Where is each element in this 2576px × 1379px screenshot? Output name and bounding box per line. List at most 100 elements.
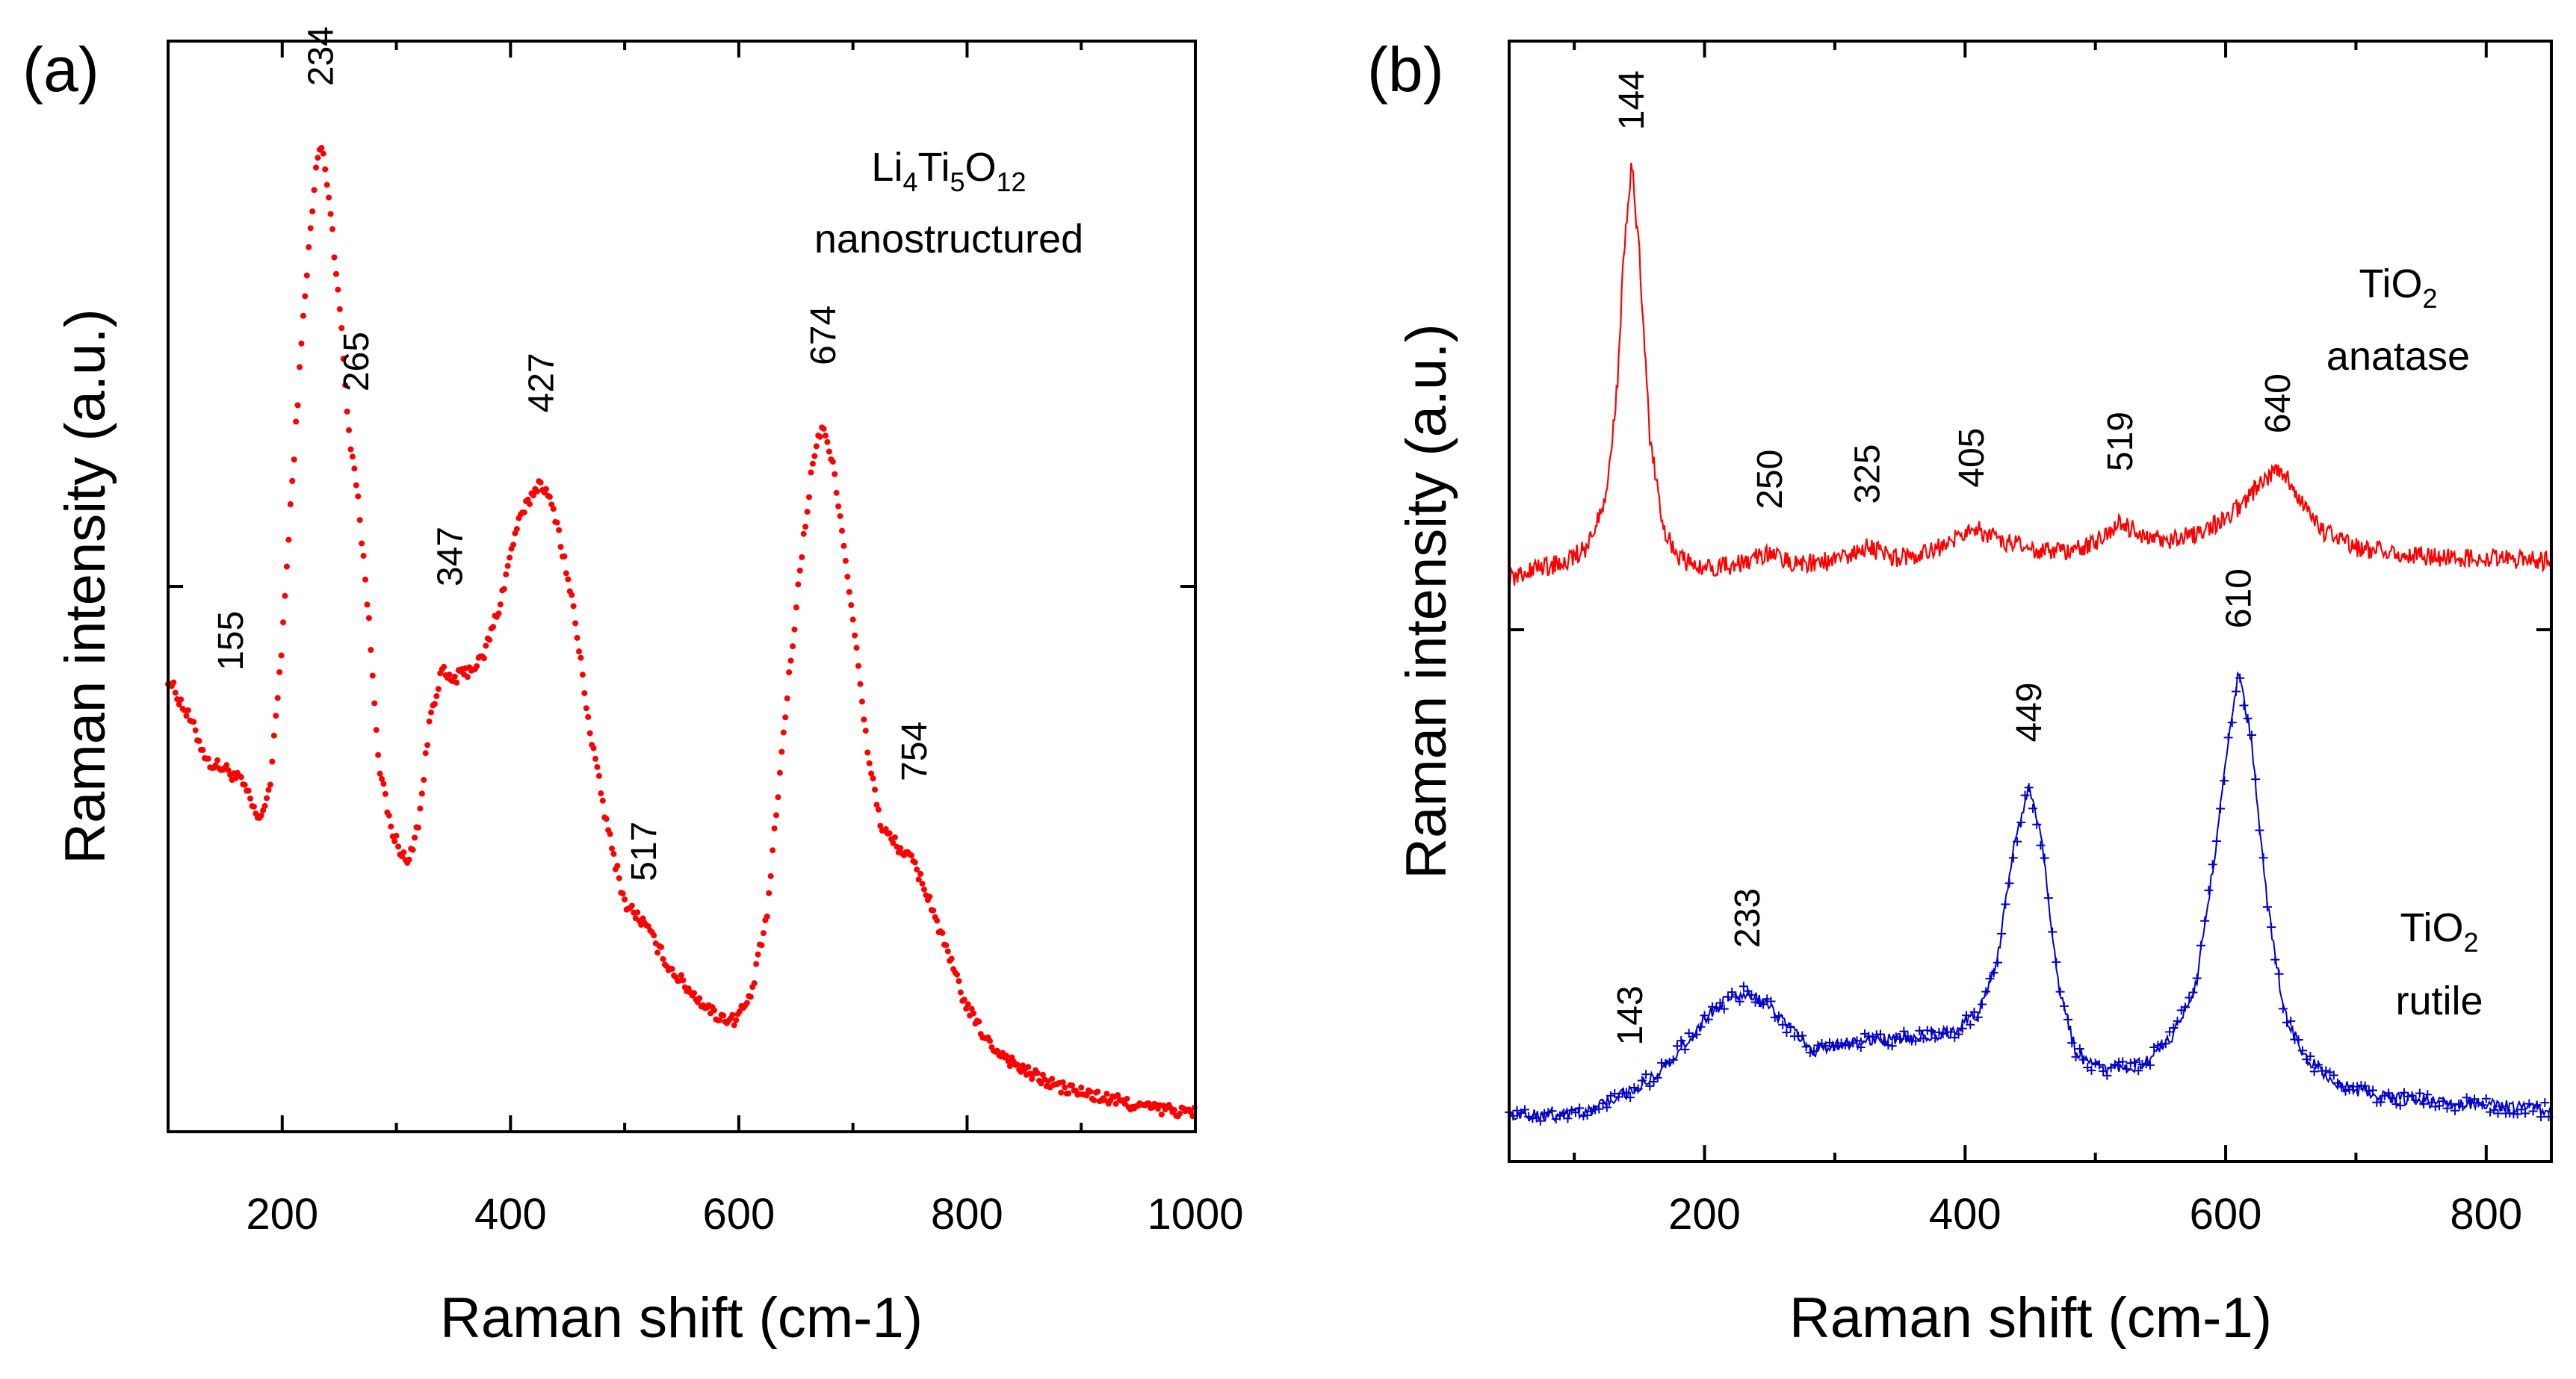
data-point	[590, 745, 597, 752]
panel-b-frame	[1508, 40, 2553, 1163]
data-point	[578, 654, 584, 661]
data-point	[2016, 817, 2026, 827]
data-point	[1039, 1071, 1046, 1078]
data-point	[2306, 1051, 2315, 1061]
data-point	[283, 563, 290, 570]
panel-a-formula-ti: Ti	[917, 145, 950, 190]
data-point	[2243, 713, 2253, 723]
data-point	[431, 701, 438, 707]
data-point	[323, 182, 330, 188]
x-tick-label-800: 800	[2450, 1190, 2522, 1239]
data-point	[417, 805, 424, 812]
data-point	[1641, 1070, 1651, 1079]
x-tick-label-600: 600	[2190, 1190, 2262, 1239]
data-point	[1997, 929, 2007, 938]
data-point	[957, 989, 964, 996]
data-point	[369, 672, 376, 679]
data-point	[963, 1005, 970, 1012]
data-point	[422, 750, 429, 757]
data-point	[490, 624, 497, 630]
data-point	[1617, 1088, 1627, 1098]
data-point	[1692, 1029, 1702, 1039]
data-point	[2102, 1070, 2112, 1080]
peak-label-674: 674	[804, 306, 843, 365]
data-point	[1025, 1064, 1032, 1070]
data-point	[1626, 1093, 1635, 1103]
data-point	[1065, 1090, 1072, 1097]
data-point	[336, 306, 343, 312]
data-point	[1594, 1104, 1604, 1114]
data-point	[1966, 1020, 1975, 1029]
data-point	[2211, 836, 2221, 846]
data-point	[2059, 1001, 2069, 1011]
data-point	[2255, 825, 2264, 835]
data-point	[294, 402, 301, 409]
data-point	[2297, 1046, 2307, 1056]
data-point	[729, 1011, 736, 1018]
data-point	[371, 700, 378, 707]
panel-a-formula-4: 4	[902, 167, 917, 197]
data-point	[380, 781, 387, 787]
data-point	[331, 254, 338, 261]
data-point	[2458, 1102, 2468, 1112]
data-point	[2439, 1097, 2448, 1106]
data-point	[2258, 853, 2268, 863]
data-point	[1112, 1100, 1119, 1107]
data-point	[2196, 940, 2205, 950]
data-point	[716, 1017, 723, 1023]
data-point	[2442, 1103, 2452, 1113]
data-point	[238, 774, 244, 781]
data-point	[1962, 1011, 1972, 1020]
data-point	[261, 802, 268, 809]
data-point	[934, 917, 941, 924]
data-point	[1602, 1103, 1611, 1112]
data-point	[846, 589, 852, 595]
peak-label-325: 325	[1848, 444, 1888, 503]
data-point	[1547, 1106, 1557, 1116]
data-point	[1544, 1108, 1553, 1118]
data-point	[418, 790, 425, 797]
data-point	[1883, 1041, 1893, 1050]
data-point	[1993, 958, 2002, 967]
peak-label-449: 449	[2010, 682, 2049, 742]
data-point	[340, 356, 347, 362]
data-point	[1524, 1112, 1534, 1121]
peak-label-250: 250	[1750, 450, 1790, 509]
data-point	[300, 312, 306, 319]
data-point	[258, 812, 264, 819]
data-point	[346, 427, 352, 433]
data-point	[2048, 927, 2058, 937]
panel-b-peak-labels: 144 250 325 405 519 640 143 233 449 610	[1611, 70, 2298, 1045]
data-point	[379, 775, 385, 782]
data-point	[1957, 1023, 1967, 1033]
data-point	[1038, 1080, 1044, 1087]
data-point	[2090, 1059, 2100, 1068]
data-point	[2286, 1016, 2296, 1026]
data-point	[297, 364, 303, 371]
data-point	[658, 943, 664, 950]
data-point	[1058, 1089, 1065, 1096]
data-point	[911, 859, 918, 866]
data-point	[572, 620, 579, 627]
data-point	[446, 672, 453, 678]
data-point	[1911, 1036, 1921, 1046]
data-point	[1582, 1110, 1592, 1120]
data-point	[510, 542, 516, 548]
data-point	[758, 942, 765, 949]
data-point	[2376, 1097, 2385, 1107]
data-point	[2145, 1060, 2155, 1070]
panel-a-x-ticks: 200 400 600 800 1000	[167, 41, 1244, 1239]
data-point	[2216, 804, 2226, 814]
data-point	[322, 166, 329, 173]
data-point	[2329, 1070, 2338, 1080]
data-point	[875, 806, 882, 813]
data-point	[930, 907, 937, 914]
data-point	[2036, 840, 2046, 850]
data-point	[2125, 1059, 2135, 1068]
data-point	[696, 995, 703, 1002]
data-point	[1606, 1091, 1616, 1100]
peak-label-144: 144	[1612, 70, 1652, 130]
data-point	[1062, 1084, 1068, 1091]
data-point	[2540, 1098, 2550, 1108]
